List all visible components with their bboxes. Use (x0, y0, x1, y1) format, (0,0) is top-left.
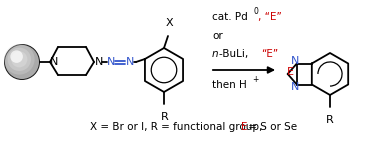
Text: n: n (212, 49, 218, 59)
Text: X = Br or I, R = functional group,: X = Br or I, R = functional group, (90, 122, 266, 132)
Circle shape (4, 44, 35, 75)
Text: N: N (95, 57, 103, 67)
Text: X: X (165, 18, 173, 28)
Text: N: N (291, 82, 299, 91)
Text: “E”: “E” (261, 49, 278, 59)
Text: = S or Se: = S or Se (245, 122, 297, 132)
Text: +: + (252, 75, 259, 83)
Text: X = Br or I, R = functional group, E = S or Se: X = Br or I, R = functional group, E = S… (72, 122, 306, 132)
Text: N: N (50, 57, 58, 67)
Text: cat. Pd: cat. Pd (212, 12, 248, 22)
Text: 0: 0 (254, 8, 259, 16)
Text: R: R (161, 112, 169, 122)
Text: E: E (241, 122, 247, 132)
Circle shape (10, 50, 23, 63)
Text: N: N (107, 57, 115, 67)
Text: , “E”: , “E” (258, 12, 282, 22)
Text: N: N (126, 57, 134, 67)
Circle shape (5, 45, 39, 79)
Circle shape (8, 48, 31, 71)
Text: -BuLi,: -BuLi, (219, 49, 251, 59)
Circle shape (4, 44, 40, 80)
Text: E: E (287, 67, 294, 77)
Text: R: R (326, 115, 334, 125)
Circle shape (11, 51, 27, 67)
Text: or: or (212, 31, 223, 41)
Text: N: N (291, 57, 299, 66)
Text: then H: then H (212, 80, 247, 90)
